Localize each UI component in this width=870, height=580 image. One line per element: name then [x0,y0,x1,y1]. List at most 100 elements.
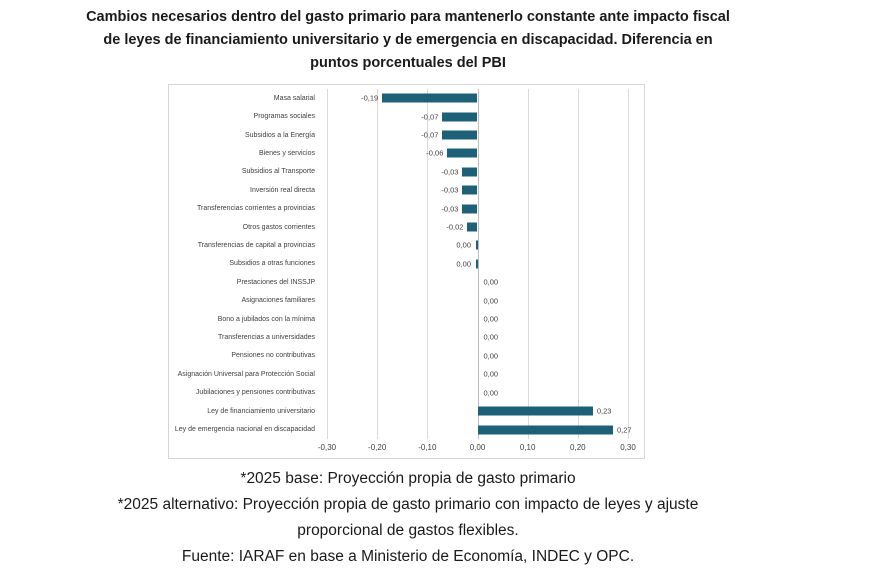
plot-cell: 0,00 [327,236,628,254]
category-label-text: Subsidios a la Energía [244,131,315,139]
plot-cell: -0,06 [327,144,628,162]
gridline [377,89,379,439]
chart-row: Bono a jubilados con la mínima 0,00 [169,310,628,328]
plot-cell: -0,03 [327,163,628,181]
bar-rows: Masa salarial -0,19 Programas sociales -0,0… [169,89,632,439]
x-tick-label: 0,00 [469,443,486,452]
footnote-line: *2025 base: Proyección propia de gasto p… [240,470,576,487]
data-label: 0,00 [483,369,499,379]
category-label-text: Subsidios a otras funciones [229,260,315,268]
plot-cell: 0,00 [327,255,628,273]
title-line: puntos porcentuales del PBI [310,55,506,71]
category-label-text: Ley de emergencia nacional en discapacid… [174,426,315,434]
gridline [427,89,429,439]
category-label: Jubilaciones y pensiones contributivas [169,389,327,396]
category-label-text: Pensiones no contributivas [231,352,315,360]
data-label: 0,00 [483,332,499,342]
bar [442,112,478,122]
title-line: de leyes de financiamiento universitario… [103,32,713,48]
category-label: Ley de financiamiento universitario [169,408,327,415]
gridlines [327,89,629,439]
bar [467,222,478,232]
plot-cell: -0,19 [327,89,628,107]
data-label: 0,00 [483,277,499,287]
category-label: Transferencias a universidades [169,334,327,341]
x-tick-label: 0,30 [620,443,636,452]
x-tick-label: -0,30 [317,443,337,452]
page: Cambios necesarios dentro del gasto prim… [0,6,816,570]
category-label-text: Asignación Universal para Protección Soc… [177,370,315,378]
bar [462,167,478,177]
category-label-text: Transferencias de capital a provincias [197,241,315,249]
plot-cell: 0,00 [327,328,628,346]
category-label-text: Asignaciones familiares [241,297,315,305]
chart-row: Otros gastos corrientes -0,02 [169,218,628,236]
data-label: 0,23 [596,406,612,416]
category-label: Subsidios al Transporte [169,168,327,175]
plot-cell: 0,00 [327,291,628,309]
category-label: Transferencias de capital a provincias [169,242,327,249]
footnotes: *2025 base: Proyección propia de gasto p… [0,466,816,570]
chart-row: Asignación Universal para Protección Soc… [169,365,628,383]
footnote-line: *2025 alternativo: Proyección propia de … [117,496,699,513]
category-label: Bienes y servicios [169,150,327,157]
chart-row: Prestaciones del INSSJP 0,00 [169,273,628,291]
plot-cell: 0,27 [327,420,632,438]
category-label: Bono a jubilados con la mínima [169,316,327,323]
category-label: Programas sociales [169,113,327,120]
x-tick-label: 0,20 [570,443,586,452]
bar [476,240,478,250]
data-label: -0,02 [446,222,464,232]
gridline [628,89,629,439]
category-label: Asignación Universal para Protección Soc… [169,371,327,378]
chart-row: Transferencias a universidades 0,00 [169,328,628,346]
data-label: -0,06 [426,148,444,158]
category-label-text: Subsidios al Transporte [241,168,315,176]
plot-cell: 0,00 [327,347,628,365]
category-label-text: Prestaciones del INSSJP [236,278,315,286]
category-label-text: Masa salarial [273,94,315,102]
category-label: Asignaciones familiares [169,297,327,304]
gridline [527,89,529,439]
plot-cell: 0,00 [327,384,628,402]
chart-row: Bienes y servicios -0,06 [169,144,628,162]
chart-row: Jubilaciones y pensiones contributivas 0,… [169,384,628,402]
plot-cell: 0,00 [327,365,628,383]
plot-cell: 0,00 [327,310,628,328]
gridline [577,89,579,439]
data-label: 0,00 [456,240,471,250]
data-label: 0,00 [456,259,471,269]
category-label-text: Transferencias a universidades [217,333,315,341]
chart-title: Cambios necesarios dentro del gasto prim… [0,6,816,75]
bar [462,185,478,195]
plot-cell: -0,07 [327,107,628,125]
x-tick-label: 0,10 [519,443,536,452]
bar [462,204,478,214]
category-label: Prestaciones del INSSJP [169,279,327,286]
category-label: Ley de emergencia nacional en discapacid… [169,426,327,433]
chart-row: Subsidios al Transporte -0,03 [169,163,628,181]
category-label-text: Inversión real directa [250,186,315,194]
footnote-line: Fuente: IARAF en base a Ministerio de Ec… [181,548,635,565]
x-tick-label: -0,20 [368,443,387,452]
category-label: Transferencias corrientes a provincias [169,205,327,212]
x-tick-label: -0,10 [418,443,437,452]
bar [477,406,593,416]
chart-row: Asignaciones familiares 0,00 [169,291,628,309]
plot-cell: -0,02 [327,218,628,236]
chart-row: Pensiones no contributivas 0,00 [169,347,628,365]
chart-row: Transferencias de capital a provincias 0,… [169,236,628,254]
category-label: Inversión real directa [169,187,327,194]
category-label-text: Transferencias corrientes a provincias [196,205,315,213]
category-label: Pensiones no contributivas [169,352,327,359]
plot-cell: 0,23 [327,402,628,420]
chart-row: Ley de financiamiento universitario 0,23 [169,402,628,420]
gridline [327,89,328,439]
category-label-text: Ley de financiamiento universitario [207,407,315,415]
category-label-text: Bienes y servicios [258,149,315,157]
data-label: -0,03 [441,204,459,214]
data-label: 0,00 [483,314,499,324]
data-label: 0,00 [483,388,499,398]
title-line: Cambios necesarios dentro del gasto prim… [86,9,730,25]
chart-frame: Masa salarial -0,19 Programas sociales -0,0… [168,84,645,459]
